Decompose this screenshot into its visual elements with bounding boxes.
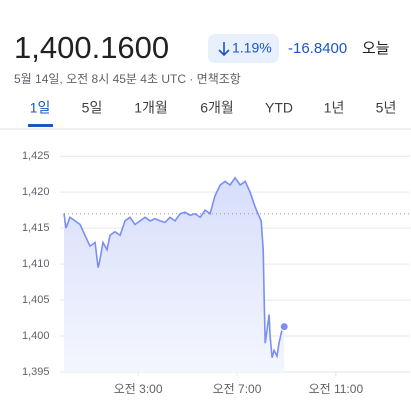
area — [64, 177, 285, 372]
y-tick-label: 1,410 — [22, 258, 50, 270]
change-value: -16.8400 — [288, 40, 347, 57]
y-tick-label: 1,405 — [22, 294, 50, 306]
tab[interactable]: 5년 — [376, 100, 397, 116]
tab[interactable]: 1년 — [324, 100, 345, 116]
price: 1,400.1600 — [14, 30, 169, 65]
x-tick-label: 오전 11:00 — [309, 382, 364, 396]
change-period: 오늘 — [362, 40, 390, 57]
change-badge — [208, 34, 279, 63]
tab[interactable]: 1개월 — [134, 100, 168, 116]
tab[interactable]: 6개월 — [200, 100, 234, 116]
price-line — [63, 176, 285, 359]
y-tick-label: 1,415 — [22, 222, 50, 234]
last-point — [279, 322, 289, 332]
change-percent: 1.19% — [232, 40, 272, 56]
tab[interactable]: YTD — [265, 100, 293, 116]
down-arrow — [218, 42, 230, 57]
timestamp: 5월 14일, 오전 8시 45분 4초 UTC · 면책조항 — [14, 71, 241, 86]
x-tick-label: 오전 3:00 — [114, 382, 163, 396]
y-tick-label: 1,395 — [22, 366, 50, 378]
y-tick-label: 1,420 — [22, 186, 50, 198]
x-tick-label: 오전 7:00 — [213, 382, 262, 396]
tab[interactable]: 1일 — [30, 100, 51, 116]
tab-underline — [28, 124, 53, 127]
y-tick-label: 1,400 — [22, 330, 50, 342]
y-tick-label: 1,425 — [22, 150, 50, 162]
tab[interactable]: 5일 — [82, 100, 103, 116]
